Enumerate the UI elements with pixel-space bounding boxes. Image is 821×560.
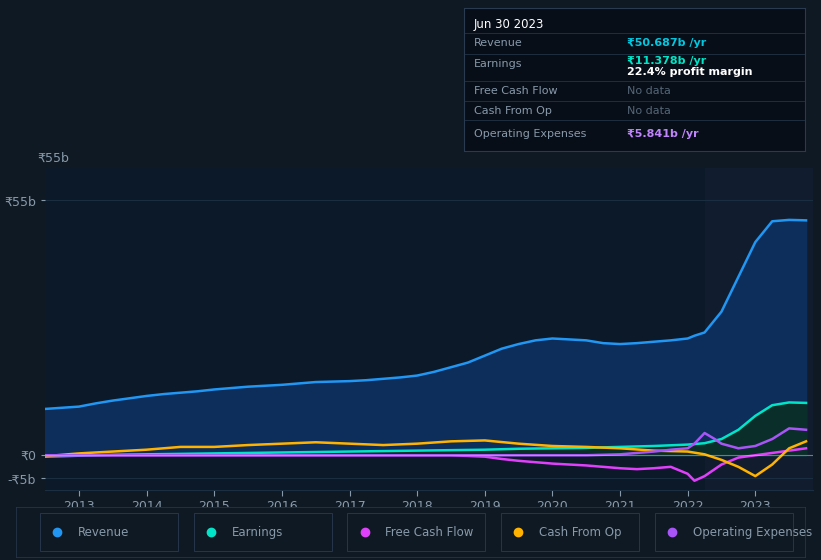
Text: Earnings: Earnings — [232, 526, 283, 539]
Text: Revenue: Revenue — [78, 526, 129, 539]
Text: Earnings: Earnings — [474, 59, 523, 69]
Text: Operating Expenses: Operating Expenses — [474, 129, 586, 139]
Text: Operating Expenses: Operating Expenses — [693, 526, 812, 539]
Bar — [704, 168, 813, 490]
Text: ₹55b: ₹55b — [37, 152, 69, 165]
Text: Jun 30 2023: Jun 30 2023 — [474, 18, 544, 31]
Text: Free Cash Flow: Free Cash Flow — [474, 86, 557, 96]
Text: ₹50.687b /yr: ₹50.687b /yr — [627, 39, 707, 48]
Text: Cash From Op: Cash From Op — [474, 105, 552, 115]
Text: Revenue: Revenue — [474, 39, 523, 48]
Text: Cash From Op: Cash From Op — [539, 526, 621, 539]
Text: No data: No data — [627, 86, 672, 96]
Text: 22.4% profit margin: 22.4% profit margin — [627, 67, 753, 77]
Text: No data: No data — [627, 105, 672, 115]
Text: ₹5.841b /yr: ₹5.841b /yr — [627, 129, 699, 139]
Text: Free Cash Flow: Free Cash Flow — [385, 526, 474, 539]
Text: ₹11.378b /yr: ₹11.378b /yr — [627, 55, 707, 66]
